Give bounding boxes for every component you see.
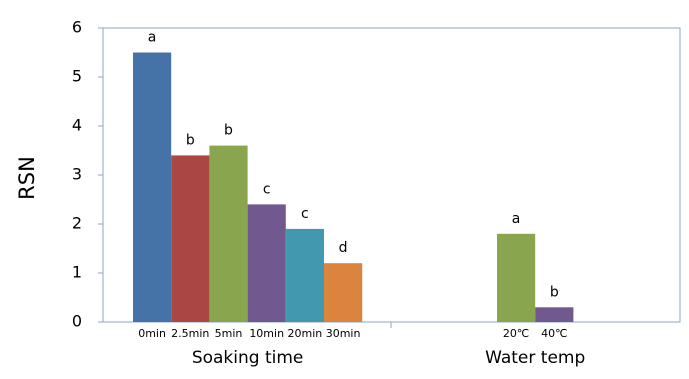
x-tick-label: 5min <box>215 327 243 340</box>
significance-letter: d <box>339 240 348 256</box>
bar <box>247 204 286 322</box>
significance-letter: c <box>301 206 309 222</box>
x-tick-label: 20℃ <box>503 327 529 340</box>
bar <box>133 52 172 322</box>
bar <box>171 155 210 322</box>
significance-letter: b <box>186 132 195 148</box>
x-tick-label: 20min <box>288 327 323 340</box>
group-label: Soaking time <box>192 348 304 368</box>
y-tick-label: 0 <box>72 312 82 331</box>
group-label: Water temp <box>485 348 585 368</box>
y-tick-label: 4 <box>72 116 82 135</box>
y-tick-label: 3 <box>72 165 82 184</box>
x-tick-label: 2.5min <box>171 327 209 340</box>
bar <box>535 307 574 322</box>
y-tick-label: 2 <box>72 214 82 233</box>
x-tick-label: 30min <box>326 327 361 340</box>
x-tick-label: 10min <box>249 327 284 340</box>
y-axis-label: RSN <box>15 156 39 200</box>
y-tick-label: 5 <box>72 67 82 86</box>
bar <box>285 228 324 322</box>
bar <box>497 233 536 322</box>
significance-letter: a <box>512 211 521 227</box>
bar <box>324 263 363 322</box>
x-tick-label: 0min <box>138 327 166 340</box>
bar <box>209 145 248 322</box>
significance-letter: a <box>148 30 157 46</box>
y-tick-label: 6 <box>72 18 82 37</box>
x-tick-label: 40℃ <box>541 327 567 340</box>
significance-letter: b <box>224 123 233 139</box>
significance-letter: b <box>550 284 559 300</box>
significance-letter: c <box>263 181 271 197</box>
y-tick-label: 1 <box>72 263 82 282</box>
